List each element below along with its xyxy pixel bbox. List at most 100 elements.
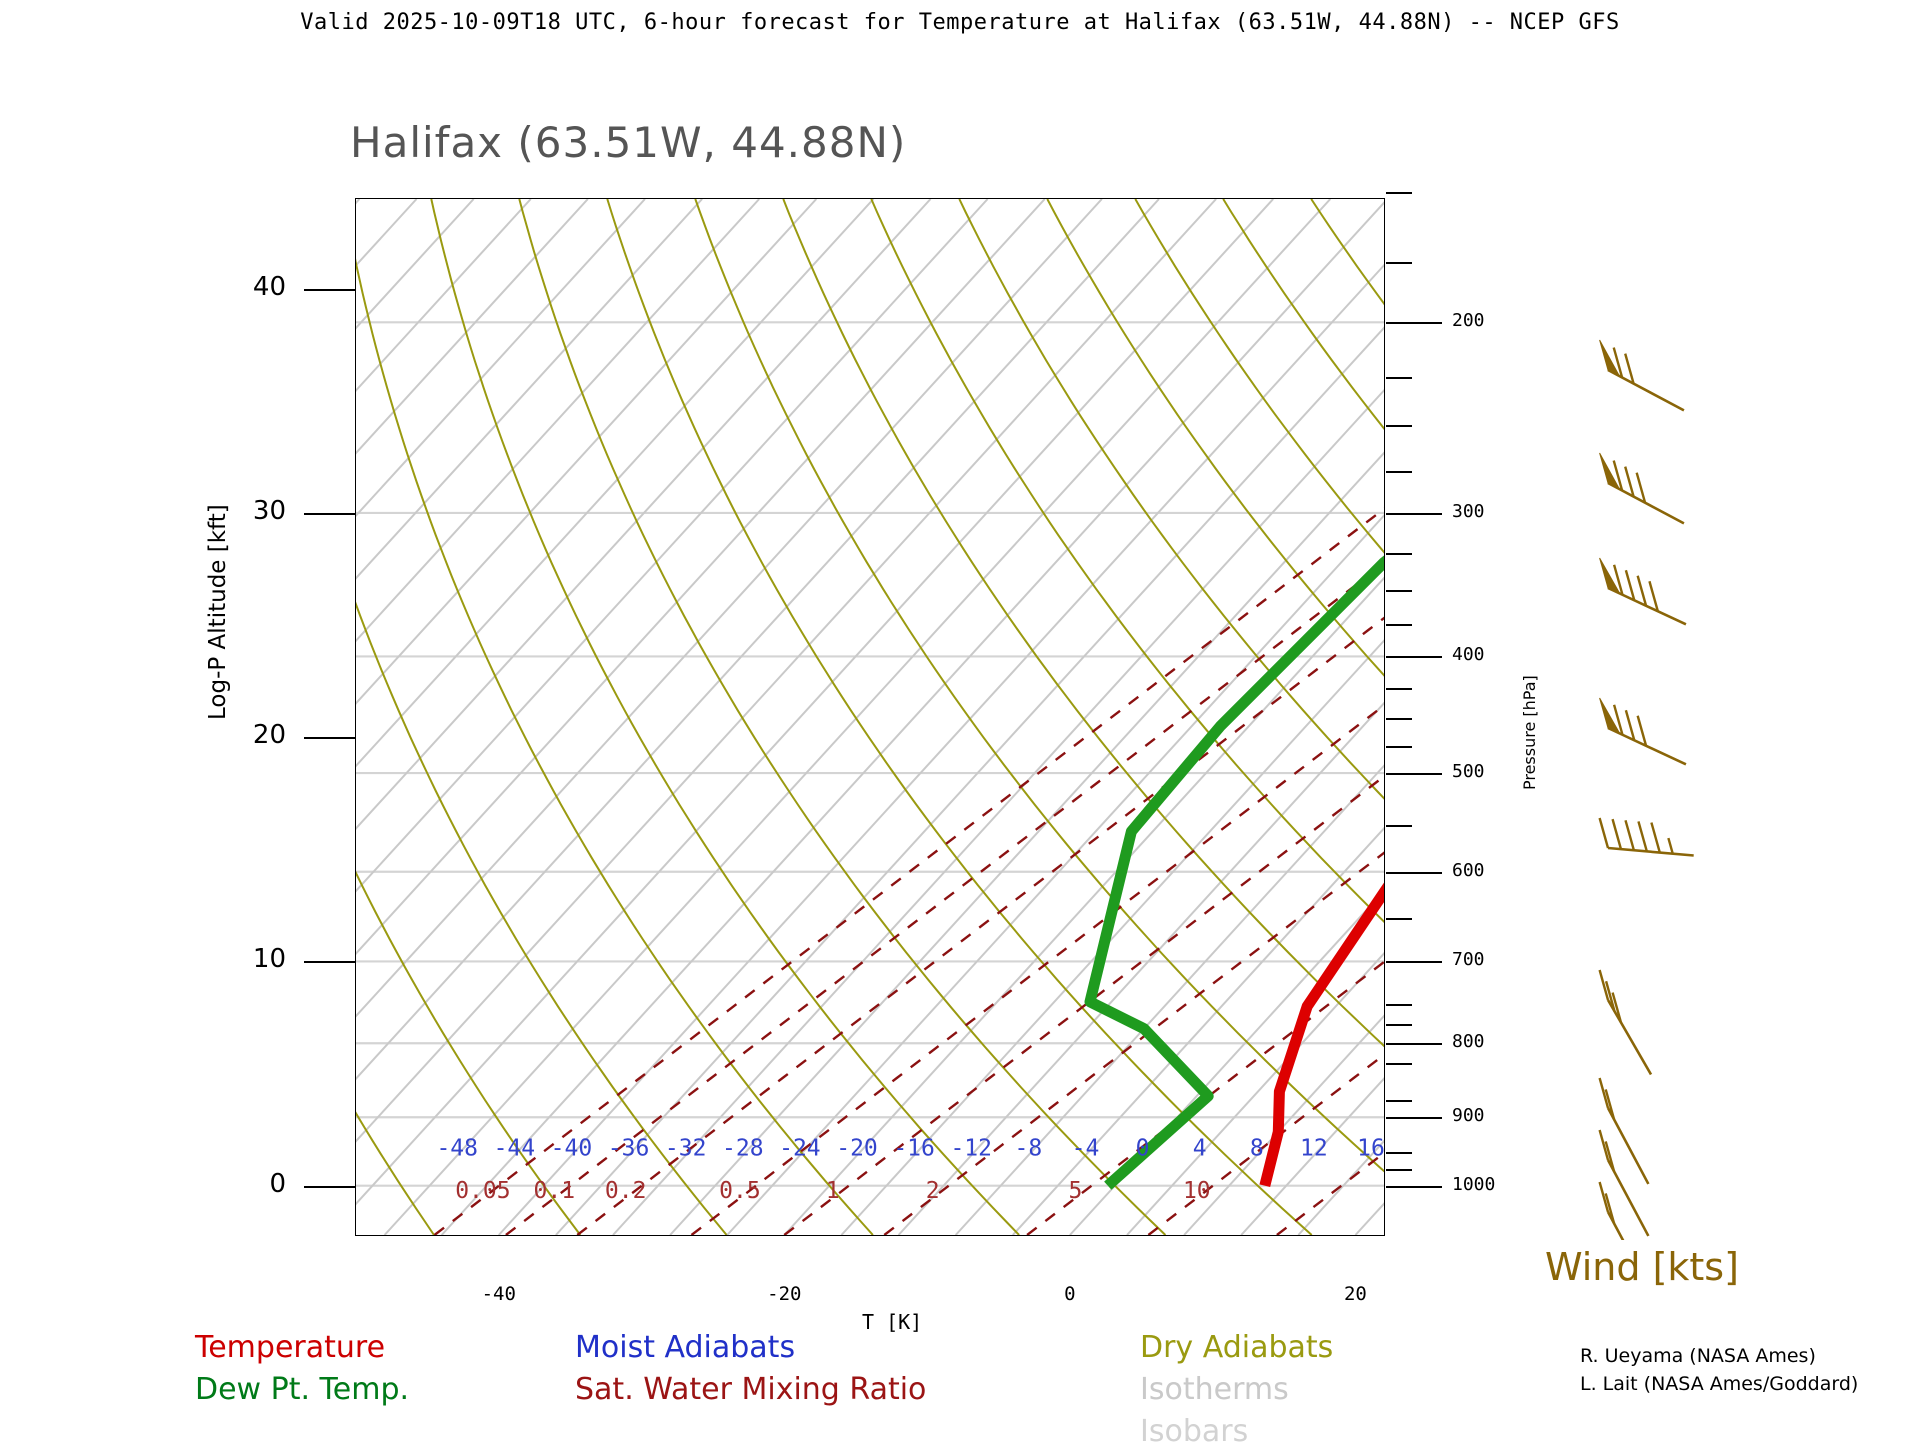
pressure-minor-tick bbox=[1386, 624, 1412, 627]
legend-item: Dew Pt. Temp. bbox=[195, 1372, 410, 1407]
pressure-tick bbox=[1386, 322, 1442, 325]
legend-item: Isobars bbox=[1140, 1414, 1249, 1449]
altitude-tick bbox=[304, 961, 356, 964]
svg-text:0.2: 0.2 bbox=[605, 1178, 647, 1204]
altitude-tick bbox=[304, 1185, 356, 1188]
altitude-tick-label: 10 bbox=[252, 944, 286, 975]
svg-text:2: 2 bbox=[926, 1178, 940, 1204]
legend-item: Dry Adiabats bbox=[1140, 1330, 1334, 1365]
svg-text:12: 12 bbox=[1300, 1135, 1328, 1161]
pressure-minor-tick bbox=[1386, 1003, 1412, 1006]
pressure-tick bbox=[1386, 512, 1442, 515]
svg-text:-24: -24 bbox=[779, 1135, 821, 1161]
temperature-tick-label: 0 bbox=[1064, 1283, 1076, 1305]
pressure-tick bbox=[1386, 656, 1442, 659]
pressure-tick bbox=[1386, 1185, 1442, 1188]
altitude-tick-label: 0 bbox=[269, 1168, 286, 1199]
svg-text:5: 5 bbox=[1069, 1178, 1083, 1204]
temperature-tick-label: 20 bbox=[1343, 1283, 1367, 1305]
x-axis-label: T [K] bbox=[862, 1310, 923, 1334]
svg-text:-4: -4 bbox=[1072, 1135, 1100, 1161]
legend: Temperature Dew Pt. Temp. Moist Adiabats Sa… bbox=[0, 1330, 1920, 1449]
wind-barb bbox=[1599, 339, 1685, 412]
pressure-tick-label: 600 bbox=[1452, 859, 1485, 881]
pressure-minor-tick bbox=[1386, 918, 1412, 921]
svg-text:-20: -20 bbox=[836, 1135, 878, 1161]
wind-barb bbox=[1598, 1129, 1650, 1237]
pressure-tick bbox=[1386, 1117, 1442, 1120]
pressure-tick-label: 900 bbox=[1452, 1105, 1485, 1127]
altitude-tick bbox=[304, 288, 356, 291]
wind-panel-title: Wind [kts] bbox=[1545, 1245, 1739, 1289]
legend-item: Sat. Water Mixing Ratio bbox=[575, 1372, 927, 1407]
pressure-tick-label: 300 bbox=[1452, 500, 1485, 522]
pressure-minor-tick bbox=[1386, 746, 1412, 749]
station-title: Halifax (63.51W, 44.88N) bbox=[350, 118, 907, 167]
skewt-traces bbox=[1084, 555, 1384, 1190]
credit-line: R. Ueyama (NASA Ames) bbox=[1580, 1345, 1816, 1367]
pressure-tick bbox=[1386, 1043, 1442, 1046]
pressure-minor-tick bbox=[1386, 552, 1412, 555]
svg-text:16: 16 bbox=[1357, 1135, 1384, 1161]
wind-barb bbox=[1598, 969, 1653, 1076]
plot-frame bbox=[355, 198, 1385, 1236]
svg-text:0.1: 0.1 bbox=[534, 1178, 576, 1204]
svg-text:8: 8 bbox=[1250, 1135, 1264, 1161]
altitude-tick-label: 20 bbox=[252, 720, 286, 751]
pressure-tick-label: 500 bbox=[1452, 761, 1485, 783]
skewt-plot-area[interactable]: -48 -44 -40 -36 -32 -28 -24 -20 -16 -12 -8 -4 0 4 8 12 1… bbox=[356, 199, 1384, 1235]
altitude-tick bbox=[304, 512, 356, 515]
altitude-tick-label: 30 bbox=[252, 495, 286, 526]
wind-barb bbox=[1599, 697, 1687, 766]
credit-line: L. Lait (NASA Ames/Goddard) bbox=[1580, 1373, 1859, 1395]
wind-barb bbox=[1598, 817, 1694, 857]
pressure-minor-tick bbox=[1386, 1062, 1412, 1065]
wind-barb bbox=[1599, 452, 1685, 525]
svg-text:10: 10 bbox=[1183, 1178, 1211, 1204]
skewt-grid-labels: -48 -44 -40 -36 -32 -28 -24 -20 -16 -12 -8 -4 0 4 8 12 1… bbox=[436, 1135, 1384, 1204]
pressure-tick-label: 700 bbox=[1452, 949, 1485, 971]
pressure-minor-tick bbox=[1386, 688, 1412, 691]
pressure-tick bbox=[1386, 871, 1442, 874]
legend-item: Temperature bbox=[195, 1330, 386, 1365]
svg-text:0.05: 0.05 bbox=[455, 1178, 510, 1204]
svg-text:4: 4 bbox=[1193, 1135, 1207, 1161]
svg-text:1: 1 bbox=[826, 1178, 840, 1204]
pressure-minor-tick bbox=[1386, 1169, 1412, 1172]
pressure-minor-tick bbox=[1386, 261, 1412, 264]
pressure-minor-tick bbox=[1386, 192, 1412, 195]
altitude-tick bbox=[304, 737, 356, 740]
svg-text:-28: -28 bbox=[722, 1135, 764, 1161]
svg-text:-16: -16 bbox=[893, 1135, 935, 1161]
pressure-axis-label: Pressure [hPa] bbox=[1520, 675, 1539, 790]
svg-text:-36: -36 bbox=[608, 1135, 650, 1161]
pressure-tick-label: 1000 bbox=[1452, 1173, 1496, 1195]
pressure-minor-tick bbox=[1386, 376, 1412, 379]
legend-item: Isotherms bbox=[1140, 1372, 1289, 1407]
pressure-minor-tick bbox=[1386, 471, 1412, 474]
svg-text:-32: -32 bbox=[665, 1135, 707, 1161]
svg-text:-8: -8 bbox=[1014, 1135, 1042, 1161]
pressure-tick-label: 200 bbox=[1452, 310, 1485, 332]
temperature-tick-label: -40 bbox=[481, 1283, 516, 1305]
skewt-grid bbox=[356, 199, 1384, 1235]
pressure-tick-label: 800 bbox=[1452, 1031, 1485, 1053]
pressure-tick bbox=[1386, 773, 1442, 776]
pressure-minor-tick bbox=[1386, 718, 1412, 720]
y-axis-label: Log-P Altitude [kft] bbox=[205, 504, 231, 720]
wind-barb bbox=[1598, 1077, 1650, 1185]
svg-text:-40: -40 bbox=[551, 1135, 593, 1161]
altitude-tick-label: 40 bbox=[252, 271, 286, 302]
pressure-minor-tick bbox=[1386, 589, 1412, 592]
svg-text:0: 0 bbox=[1136, 1135, 1150, 1161]
pressure-minor-tick bbox=[1386, 1099, 1412, 1102]
svg-text:0.5: 0.5 bbox=[719, 1178, 761, 1204]
pressure-minor-tick bbox=[1386, 1152, 1412, 1155]
wind-barb bbox=[1599, 557, 1687, 626]
pressure-minor-tick bbox=[1386, 1023, 1412, 1026]
pressure-tick bbox=[1386, 961, 1442, 964]
credits: R. Ueyama (NASA Ames) L. Lait (NASA Ames/… bbox=[1580, 1345, 1858, 1395]
pressure-minor-tick bbox=[1386, 824, 1412, 827]
svg-text:-44: -44 bbox=[494, 1135, 536, 1161]
pressure-tick-label: 400 bbox=[1452, 644, 1485, 666]
